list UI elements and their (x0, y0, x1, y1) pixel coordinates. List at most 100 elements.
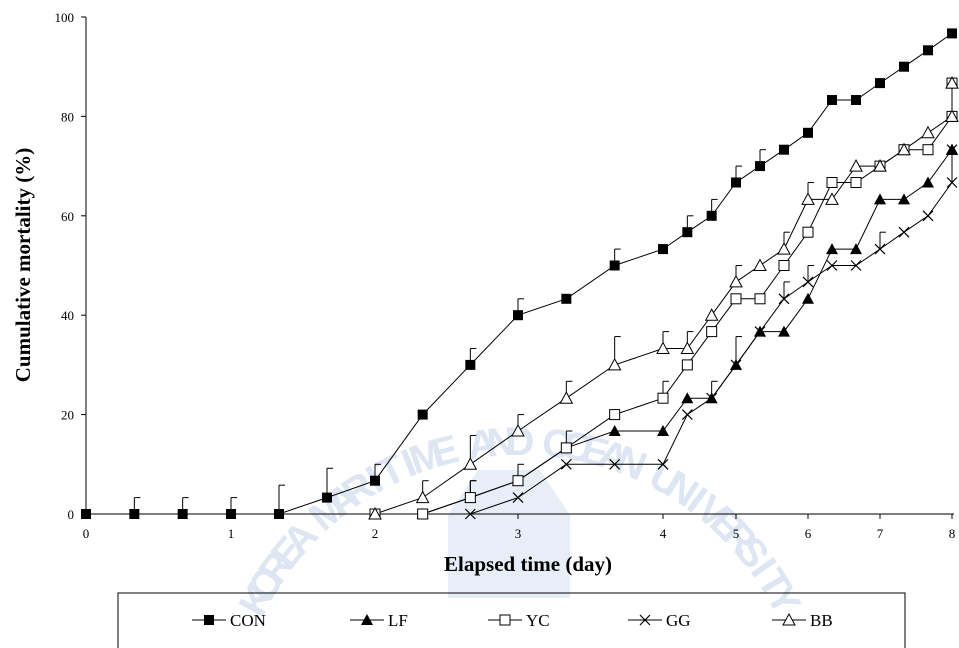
data-point-bb (729, 274, 743, 288)
data-point-con (370, 475, 380, 486)
data-point-con (561, 293, 572, 304)
x-tick-label: 0 (83, 526, 90, 541)
data-point-bb (873, 159, 887, 172)
x-tick-label: 4 (660, 526, 667, 541)
data-point-bb (368, 506, 382, 520)
watermark-char: D (506, 420, 535, 464)
data-point-gg (922, 210, 934, 222)
data-point-gg (730, 359, 742, 371)
data-point-gg (826, 260, 838, 271)
data-point-yc (850, 177, 862, 189)
y-tick-label: 20 (61, 408, 74, 423)
data-point-gg (874, 243, 886, 255)
data-point-yc (754, 293, 766, 305)
data-point-con (682, 227, 693, 238)
data-point-con (417, 409, 428, 420)
data-point-bb (704, 308, 719, 321)
data-point-yc (464, 492, 476, 504)
legend: CON LF YC GG BB (117, 592, 906, 648)
y-tick-label: 0 (68, 507, 75, 522)
data-point-bb (825, 192, 839, 205)
legend-marker-con (204, 615, 214, 625)
y-tick-labels: 0 20 40 60 80 100 (55, 10, 75, 522)
x-tick-label: 6 (805, 526, 812, 541)
data-point-con (923, 45, 933, 56)
data-point-lf (608, 425, 621, 437)
data-point-con (129, 509, 140, 519)
data-point-con (827, 94, 837, 105)
data-point-yc (512, 475, 524, 487)
data-point-yc (802, 226, 814, 238)
data-point-bb (897, 142, 911, 156)
data-point-bb (463, 457, 478, 470)
data-point-lf (874, 193, 886, 205)
x-tick-label: 2 (372, 526, 379, 541)
data-point-lf (681, 392, 694, 404)
data-point-gg (657, 458, 669, 470)
data-point-bb (753, 258, 767, 271)
data-point-yc (417, 508, 429, 520)
legend-label-gg: GG (666, 611, 691, 630)
data-point-yc (826, 177, 838, 189)
series-line-bb (374, 83, 953, 515)
series-markers (81, 28, 959, 520)
data-point-gg (802, 276, 814, 288)
x-tick-label: 5 (733, 526, 740, 541)
data-point-lf (802, 292, 814, 304)
data-point-gg (609, 458, 621, 470)
data-point-yc (657, 392, 669, 404)
data-point-con (465, 359, 476, 370)
data-point-lf (898, 193, 910, 205)
legend-label-bb: BB (810, 611, 833, 630)
data-point-con (81, 509, 91, 519)
data-point-gg (754, 326, 766, 338)
data-point-con (706, 210, 717, 221)
data-point-gg (512, 492, 524, 504)
legend-label-con: CON (230, 611, 266, 630)
data-point-bb (945, 109, 959, 122)
legend-marker-gg (639, 614, 651, 626)
data-point-bb (680, 341, 695, 354)
series-line-yc (375, 83, 953, 515)
legend-marker-bb (782, 612, 796, 626)
data-point-lf (657, 425, 669, 437)
x-tick-labels: 0 1 2 3 4 5 6 7 8 (83, 526, 956, 541)
data-point-lf (778, 325, 790, 337)
data-point-bb (801, 192, 815, 205)
data-point-yc (609, 409, 621, 421)
data-point-con (609, 260, 620, 271)
data-point-bb (849, 159, 863, 172)
data-point-bb (511, 423, 525, 437)
data-point-gg (706, 392, 718, 404)
watermark-emblem (448, 470, 570, 598)
legend-marker-yc (499, 614, 511, 626)
data-point-gg (464, 508, 476, 520)
data-point-gg (681, 409, 693, 421)
data-point-lf (850, 243, 862, 255)
data-point-bb (656, 341, 670, 354)
data-point-con (177, 509, 188, 519)
x-tick-label: 8 (949, 526, 956, 541)
x-tick-label: 1 (228, 526, 235, 541)
y-tick-label: 60 (61, 209, 74, 224)
data-point-bb (921, 125, 935, 139)
series-line-gg (470, 149, 953, 515)
data-point-con (513, 310, 523, 321)
y-tick-label: 100 (55, 10, 75, 25)
data-point-gg (898, 226, 910, 238)
data-point-bb (777, 242, 791, 255)
data-point-yc (730, 293, 742, 305)
data-point-gg (946, 177, 958, 188)
data-point-gg (560, 458, 572, 470)
data-point-yc (560, 442, 572, 454)
y-axis-label: Cumulative mortality (%) (11, 148, 35, 382)
data-point-con (274, 509, 284, 519)
data-point-con (322, 492, 332, 503)
data-point-con (658, 244, 668, 255)
data-point-yc (922, 144, 934, 156)
data-point-bb (607, 357, 622, 371)
data-point-con (803, 127, 813, 138)
legend-label-yc: YC (526, 611, 550, 630)
data-point-con (875, 78, 885, 89)
